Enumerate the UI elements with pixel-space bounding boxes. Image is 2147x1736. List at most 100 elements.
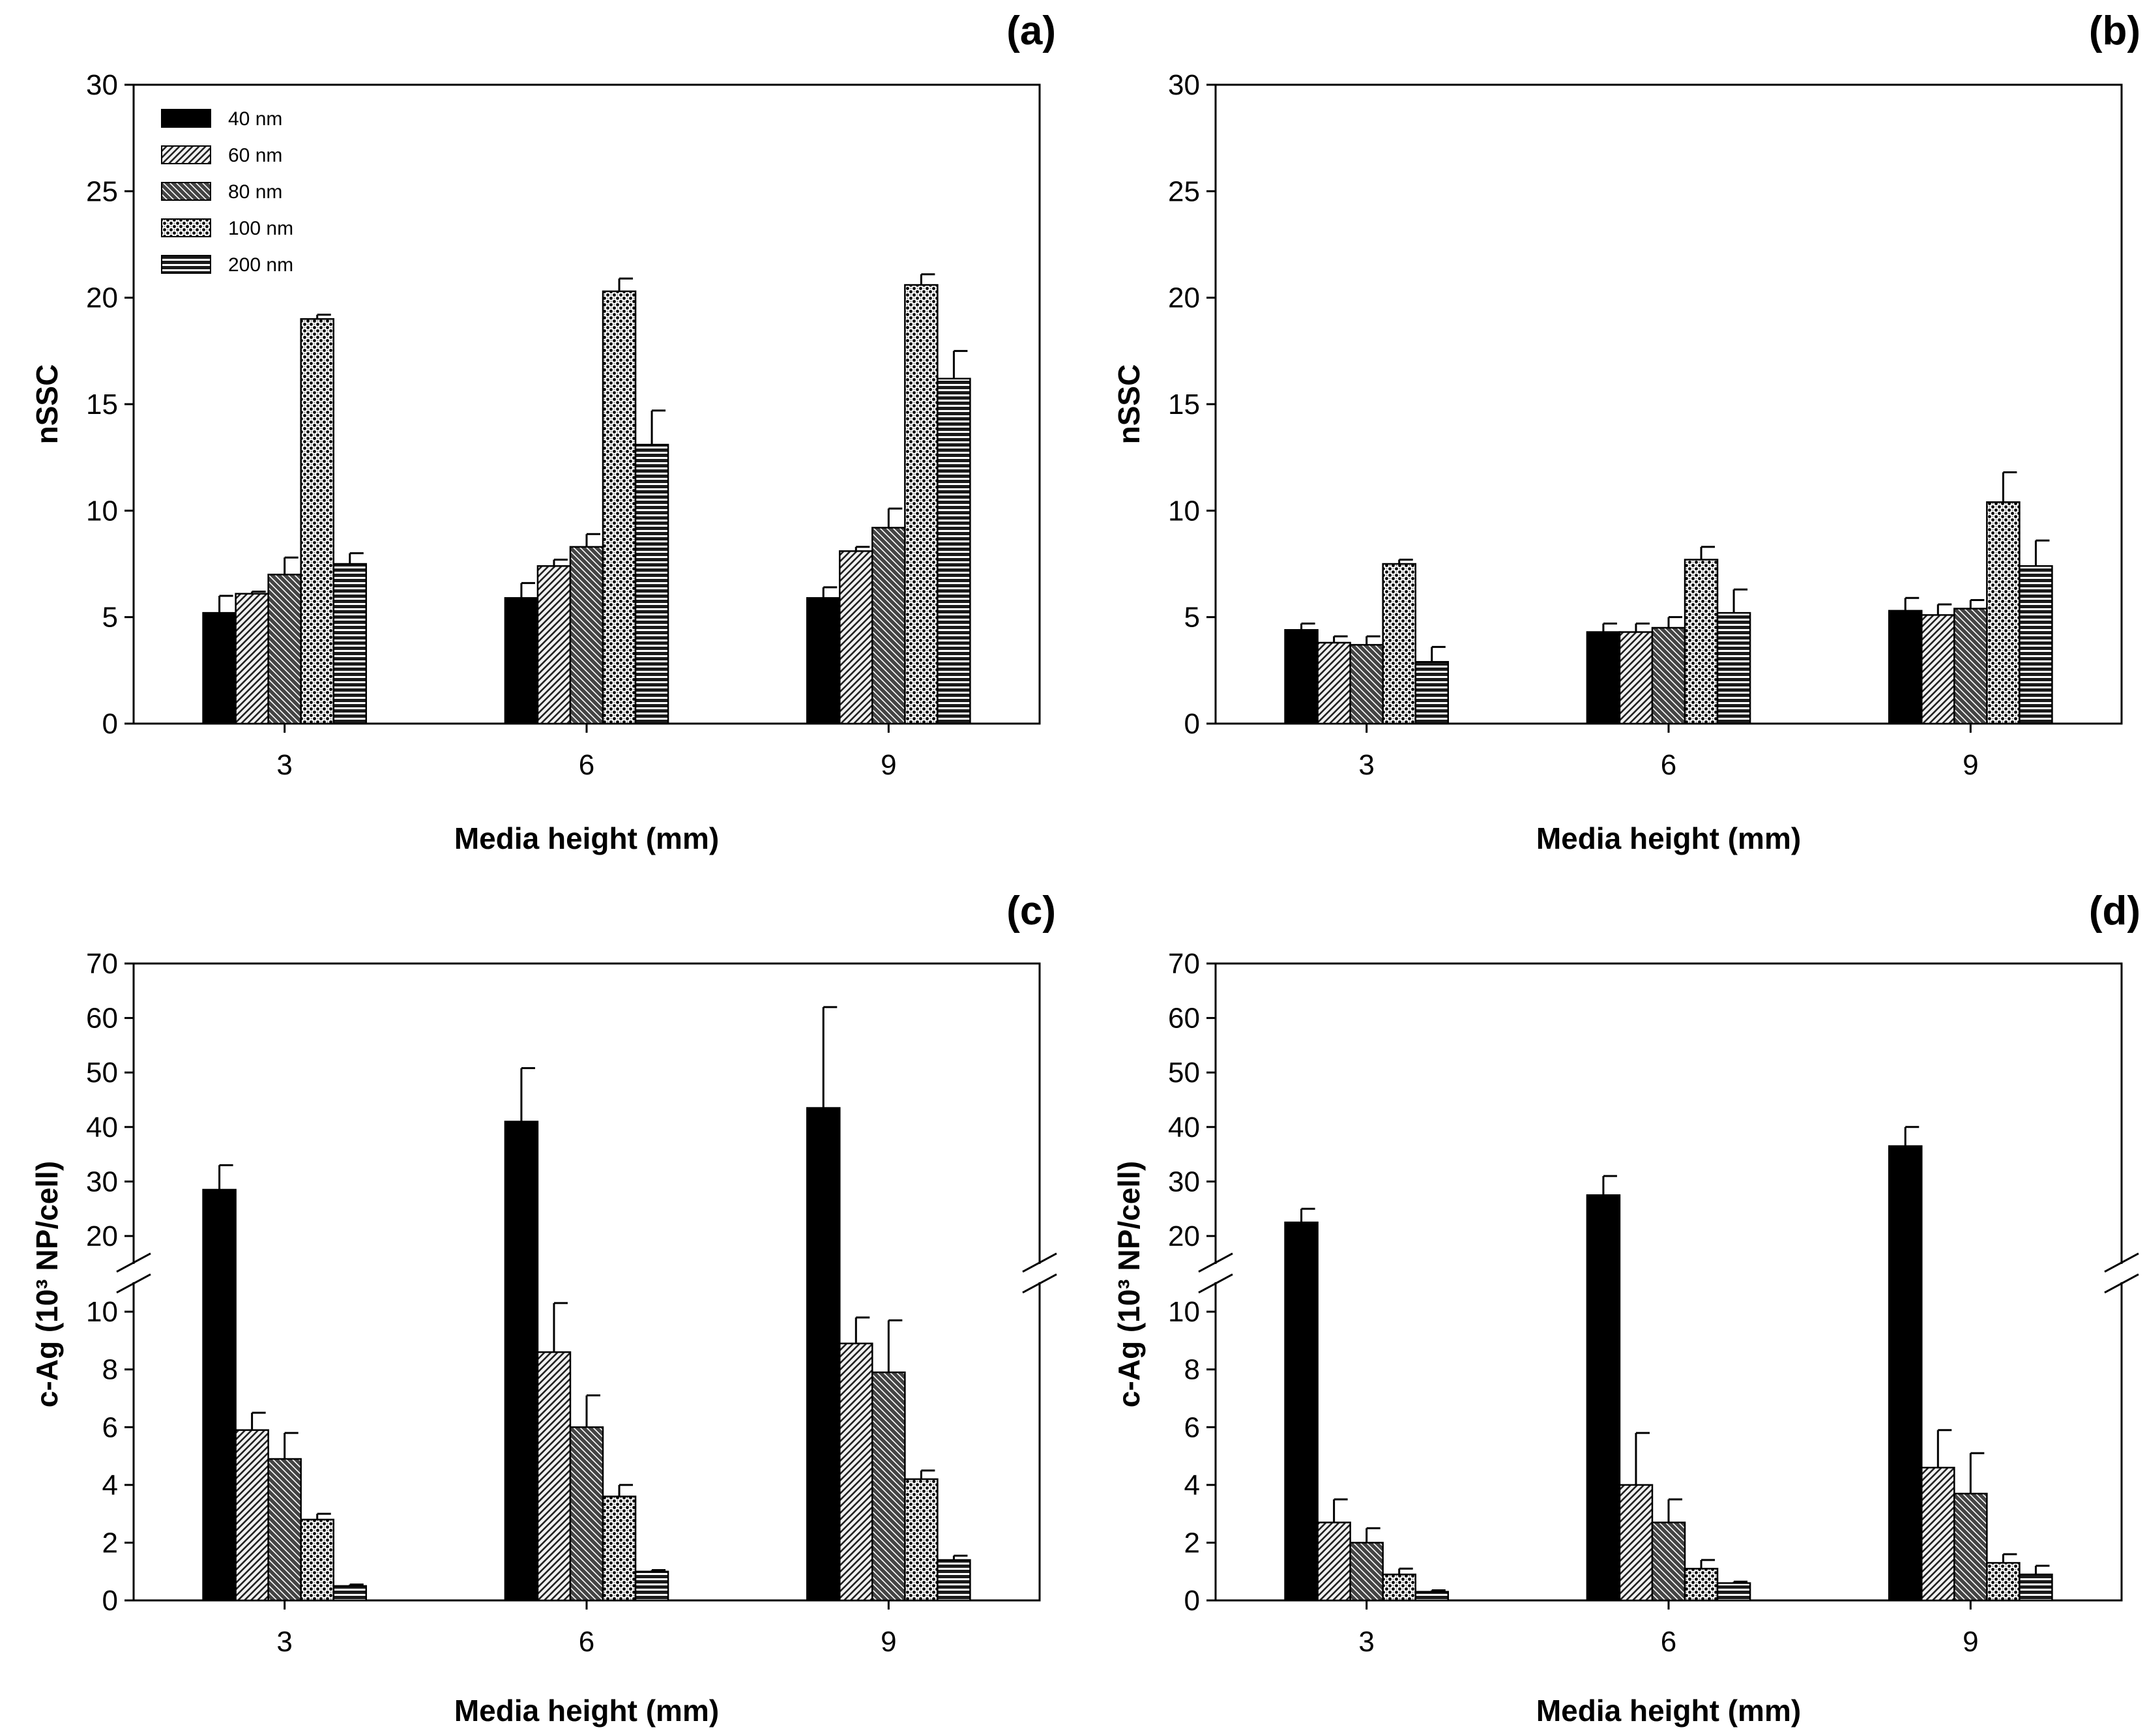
bar-200nm-3 (1414, 1591, 1450, 1602)
legend-label-200nm: 200 nm (228, 254, 293, 276)
bar-200nm-3 (332, 1585, 368, 1602)
bar-60nm-9 (839, 550, 873, 725)
x-axis-title-d: Media height (mm) (1536, 1694, 1801, 1728)
y-tick-label: 2 (1184, 1527, 1200, 1559)
y-tick-label: 5 (1184, 602, 1200, 634)
bar-80nm-3 (267, 1458, 302, 1602)
y-tick-label: 10 (86, 495, 118, 527)
y-tick-label: 40 (1168, 1111, 1200, 1143)
panel-c: (c) 0 2 4 6 8 10 20 30 40 50 60 70 3 6 9 Media height… (30, 889, 1057, 1728)
y-tick-label: 6 (1184, 1411, 1200, 1443)
y-tick-label: 0 (102, 708, 118, 740)
bar-60nm-9 (1921, 1467, 1955, 1602)
x-tick-label: 9 (1963, 749, 1978, 781)
bar-40nm-6 (504, 597, 539, 725)
bar-80nm-9 (871, 527, 906, 725)
x-tick-label: 9 (881, 1626, 896, 1658)
bar-40nm-6 (1586, 631, 1621, 725)
panel-label-d: (d) (2089, 889, 2140, 934)
axis-break-gap-left (117, 1263, 151, 1282)
y-tick-label: 0 (102, 1585, 118, 1617)
y-tick-label: 30 (1168, 69, 1200, 101)
bar-80nm-6 (1651, 626, 1686, 725)
panel-a: (a) 0 5 10 15 20 25 30 3 6 9 Media height (mm) n… (30, 8, 1056, 855)
y-tick-label: 8 (1184, 1354, 1200, 1386)
x-axis-d: 3 6 9 (1358, 1600, 1979, 1658)
y-tick-label: 25 (1168, 175, 1200, 207)
panel-b: (b) 0 5 10 15 20 25 30 3 6 9 Media height (mm) n… (1112, 8, 2140, 855)
legend-swatch-200nm (161, 255, 211, 274)
bar-60nm-3 (235, 593, 269, 725)
axis-break-c (116, 1252, 1057, 1294)
y-tick-label: 2 (102, 1527, 118, 1559)
y-axis-title-d: c-Ag (10³ NP/cell) (1112, 1161, 1146, 1407)
bar-80nm-3 (267, 574, 302, 725)
bar-200nm-9 (2019, 565, 2053, 725)
bar-60nm-3 (1317, 1522, 1351, 1602)
y-tick-label: 60 (1168, 1003, 1200, 1035)
y-tick-label: 4 (1184, 1469, 1200, 1501)
y-tick-label: 15 (86, 389, 118, 420)
y-tick-label: 10 (1168, 495, 1200, 527)
legend-swatch-80nm (161, 182, 211, 201)
bar-80nm-3 (1349, 1542, 1384, 1602)
bar-200nm-3 (1414, 661, 1450, 725)
axis-break-gap-right (2105, 1263, 2139, 1282)
panel-label-b: (b) (2089, 8, 2140, 53)
x-axis-title-c: Media height (mm) (454, 1694, 719, 1728)
legend-label-40nm: 40 nm (228, 108, 282, 130)
bar-80nm-9 (1953, 608, 1988, 725)
bars-d (1284, 1126, 2053, 1602)
bar-40nm-9 (806, 597, 841, 725)
bar-100nm-6 (1684, 559, 1719, 725)
bar-40nm-9 (1888, 610, 1923, 725)
bar-100nm-3 (300, 318, 334, 725)
x-tick-label: 9 (881, 749, 896, 781)
bar-60nm-6 (536, 565, 572, 725)
axis-break-mark-left (1198, 1273, 1233, 1294)
bar-200nm-6 (634, 1570, 669, 1602)
x-axis-a: 3 6 9 (276, 724, 897, 781)
y-axis-title-b: nSSC (1112, 364, 1146, 445)
axis-break-mark-left (1198, 1252, 1233, 1273)
bar-100nm-3 (1382, 1573, 1416, 1602)
bar-80nm-9 (871, 1371, 906, 1602)
y-axis-a: 0 5 10 15 20 25 30 (86, 69, 134, 740)
x-tick-label: 6 (579, 1626, 594, 1658)
bars-c (202, 1006, 971, 1602)
y-tick-label: 6 (102, 1411, 118, 1443)
bar-200nm-6 (634, 443, 669, 725)
bar-80nm-6 (569, 546, 604, 725)
bar-200nm-3 (332, 563, 368, 725)
y-tick-label: 20 (86, 1220, 118, 1252)
x-tick-label: 3 (276, 1626, 292, 1658)
bar-40nm-6 (504, 1121, 539, 1602)
bar-200nm-6 (1716, 1582, 1751, 1602)
legend-label-80nm: 80 nm (228, 181, 282, 203)
bars-a (202, 273, 971, 725)
bar-100nm-3 (300, 1518, 334, 1602)
bar-40nm-3 (202, 1188, 237, 1602)
x-tick-label: 6 (579, 749, 594, 781)
y-tick-label: 4 (102, 1469, 118, 1501)
y-axis-title-c: c-Ag (10³ NP/cell) (30, 1161, 64, 1407)
y-tick-label: 20 (86, 282, 118, 314)
y-tick-label: 50 (1168, 1057, 1200, 1089)
x-tick-label: 3 (276, 749, 292, 781)
y-tick-label: 70 (1168, 948, 1200, 980)
bar-100nm-3 (1382, 563, 1416, 725)
panel-label-a: (a) (1006, 8, 1056, 53)
bar-100nm-6 (602, 290, 637, 725)
bar-40nm-9 (806, 1107, 841, 1602)
bar-100nm-9 (1986, 501, 2021, 725)
x-tick-label: 6 (1661, 749, 1676, 781)
bar-60nm-6 (1618, 631, 1654, 725)
y-tick-label: 5 (102, 602, 118, 634)
y-tick-label: 50 (86, 1057, 118, 1089)
bar-80nm-3 (1349, 643, 1384, 725)
axis-break-mark-left (116, 1252, 151, 1273)
bar-40nm-3 (1284, 1221, 1319, 1602)
panel-d: (d) 0 2 4 6 8 10 20 30 40 50 60 70 3 6 9 Media height… (1112, 889, 2140, 1728)
x-axis-b: 3 6 9 (1358, 724, 1979, 781)
axis-break-gap-right (1023, 1263, 1057, 1282)
